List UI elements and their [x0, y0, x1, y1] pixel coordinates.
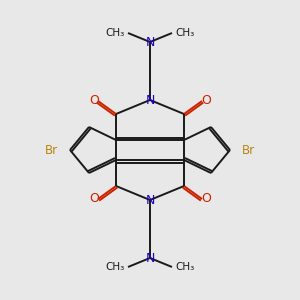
Text: N: N — [145, 194, 155, 206]
Text: CH₃: CH₃ — [175, 262, 194, 272]
Text: CH₃: CH₃ — [106, 28, 125, 38]
Text: CH₃: CH₃ — [175, 28, 194, 38]
Text: Br: Br — [242, 143, 255, 157]
Text: CH₃: CH₃ — [106, 262, 125, 272]
Text: O: O — [201, 94, 211, 107]
Text: N: N — [145, 251, 155, 265]
Text: N: N — [145, 94, 155, 106]
Text: O: O — [89, 94, 99, 107]
Text: Br: Br — [45, 143, 58, 157]
Text: N: N — [145, 35, 155, 49]
Text: O: O — [201, 193, 211, 206]
Text: O: O — [89, 193, 99, 206]
